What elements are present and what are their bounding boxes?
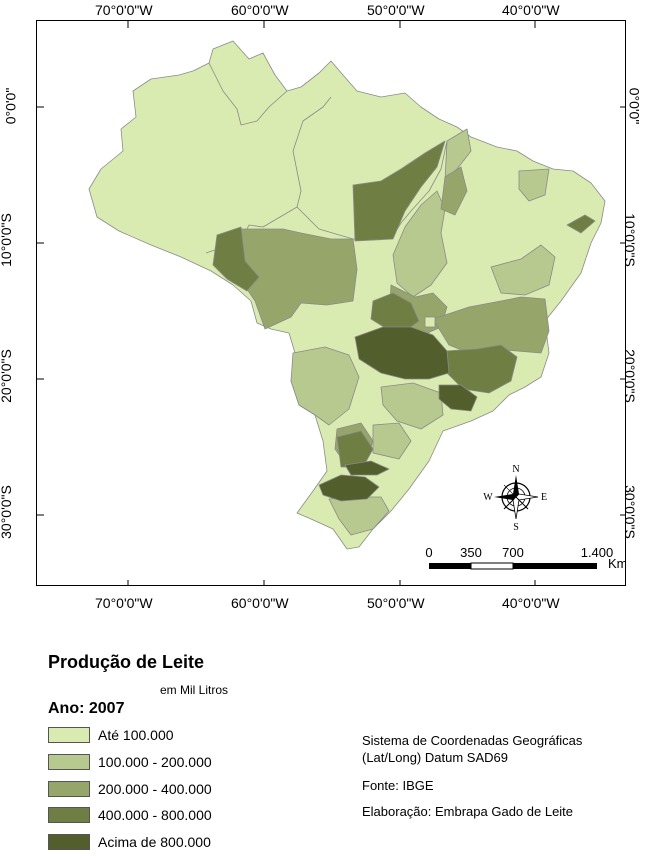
compass-east-label: E <box>541 492 547 503</box>
region-maranhao-north <box>444 128 472 182</box>
source-text: Fonte: IBGE <box>362 778 434 793</box>
region-rs-north <box>318 474 380 502</box>
right-lat-label-0: 0°0'0" <box>626 87 643 125</box>
region-acre <box>212 226 260 292</box>
region-sc-west <box>344 460 390 476</box>
crs-line-1: Sistema de Coordenadas Geográficas <box>362 733 583 748</box>
region-ceara-rio <box>518 168 550 202</box>
region-pernambuco <box>566 214 596 234</box>
bottom-lon-label-60w: 60°0'0"W <box>231 595 289 611</box>
left-lat-label-30s: 30°0'0"S <box>0 485 14 539</box>
legend-label: 400.000 - 800.000 <box>98 807 212 823</box>
distrito-federal <box>424 316 436 328</box>
left-lat-label-20s: 20°0'0"S <box>0 349 14 403</box>
scale-unit: Km <box>608 556 626 571</box>
bottom-lon-label-40w: 40°0'0"W <box>502 595 560 611</box>
region-minas-central <box>444 344 518 394</box>
region-parana-west <box>336 430 374 468</box>
region-minas-south <box>438 384 478 412</box>
legend-item: 200.000 - 400.000 <box>48 780 212 798</box>
region-sao-paulo <box>380 382 444 430</box>
region-tocantins <box>392 190 448 298</box>
region-mato-grosso-sul-west <box>290 346 360 426</box>
legend-item: 400.000 - 800.000 <box>48 806 212 824</box>
compass-rose-icon: N S E W <box>483 464 547 533</box>
region-rondonia-mato-grosso <box>240 228 358 330</box>
author-text: Elaboração: Embrapa Gado de Leite <box>362 804 574 819</box>
legend-swatch <box>48 807 90 823</box>
legend-swatch <box>48 834 90 850</box>
legend-title: Produção de Leite <box>48 652 205 672</box>
bottom-lon-label-70w: 70°0'0"W <box>95 595 153 611</box>
crs-line-2: (Lat/Long) Datum SAD69 <box>362 750 508 765</box>
compass-west-label: W <box>483 492 493 503</box>
scale-label-350: 350 <box>460 545 482 560</box>
map-frame: N S E W 0 350 700 1.400 Km <box>36 20 626 586</box>
legend-item: Até 100.000 <box>48 726 174 744</box>
state-border-para <box>296 140 448 240</box>
legend-label: Até 100.000 <box>98 727 174 743</box>
region-mato-grosso-east <box>370 292 420 332</box>
legend-label: Acima de 800.000 <box>98 834 211 850</box>
compass-south-label: S <box>513 522 519 533</box>
top-lon-label-60w: 60°0'0"W <box>231 2 289 18</box>
legend-label: 200.000 - 400.000 <box>98 781 212 797</box>
left-lat-label-0: 0°0'0" <box>2 87 19 125</box>
top-lon-label-70w: 70°0'0"W <box>95 2 153 18</box>
region-maranhao-piaui <box>440 166 468 216</box>
scale-bar: 0 350 700 1.400 Km <box>425 545 626 571</box>
top-lon-label-40w: 40°0'0"W <box>502 2 560 18</box>
compass-north-label: N <box>512 464 519 475</box>
scale-label-0: 0 <box>425 545 432 560</box>
brazil-map: N S E W 0 350 700 1.400 Km <box>37 21 626 585</box>
legend-item: 100.000 - 200.000 <box>48 753 212 771</box>
legend-year: Ano: 2007 <box>48 700 125 717</box>
scale-label-1400: 1.400 <box>581 545 614 560</box>
region-bahia-south <box>490 244 556 296</box>
legend-swatch <box>48 754 90 770</box>
legend-swatch <box>48 727 90 743</box>
scale-label-700: 700 <box>502 545 524 560</box>
legend-label: 100.000 - 200.000 <box>98 754 212 770</box>
region-goias-south <box>354 326 450 380</box>
bottom-lon-label-50w: 50°0'0"W <box>367 595 425 611</box>
state-border-roraima <box>208 62 288 126</box>
frame-ticks <box>37 21 625 585</box>
legend-swatch <box>48 781 90 797</box>
legend-subtitle: em Mil Litros <box>160 683 229 697</box>
legend-item: Acima de 800.000 <box>48 833 211 851</box>
top-lon-label-50w: 50°0'0"W <box>367 2 425 18</box>
region-para-south <box>352 140 446 242</box>
left-lat-label-10s: 10°0'0"S <box>0 213 14 267</box>
